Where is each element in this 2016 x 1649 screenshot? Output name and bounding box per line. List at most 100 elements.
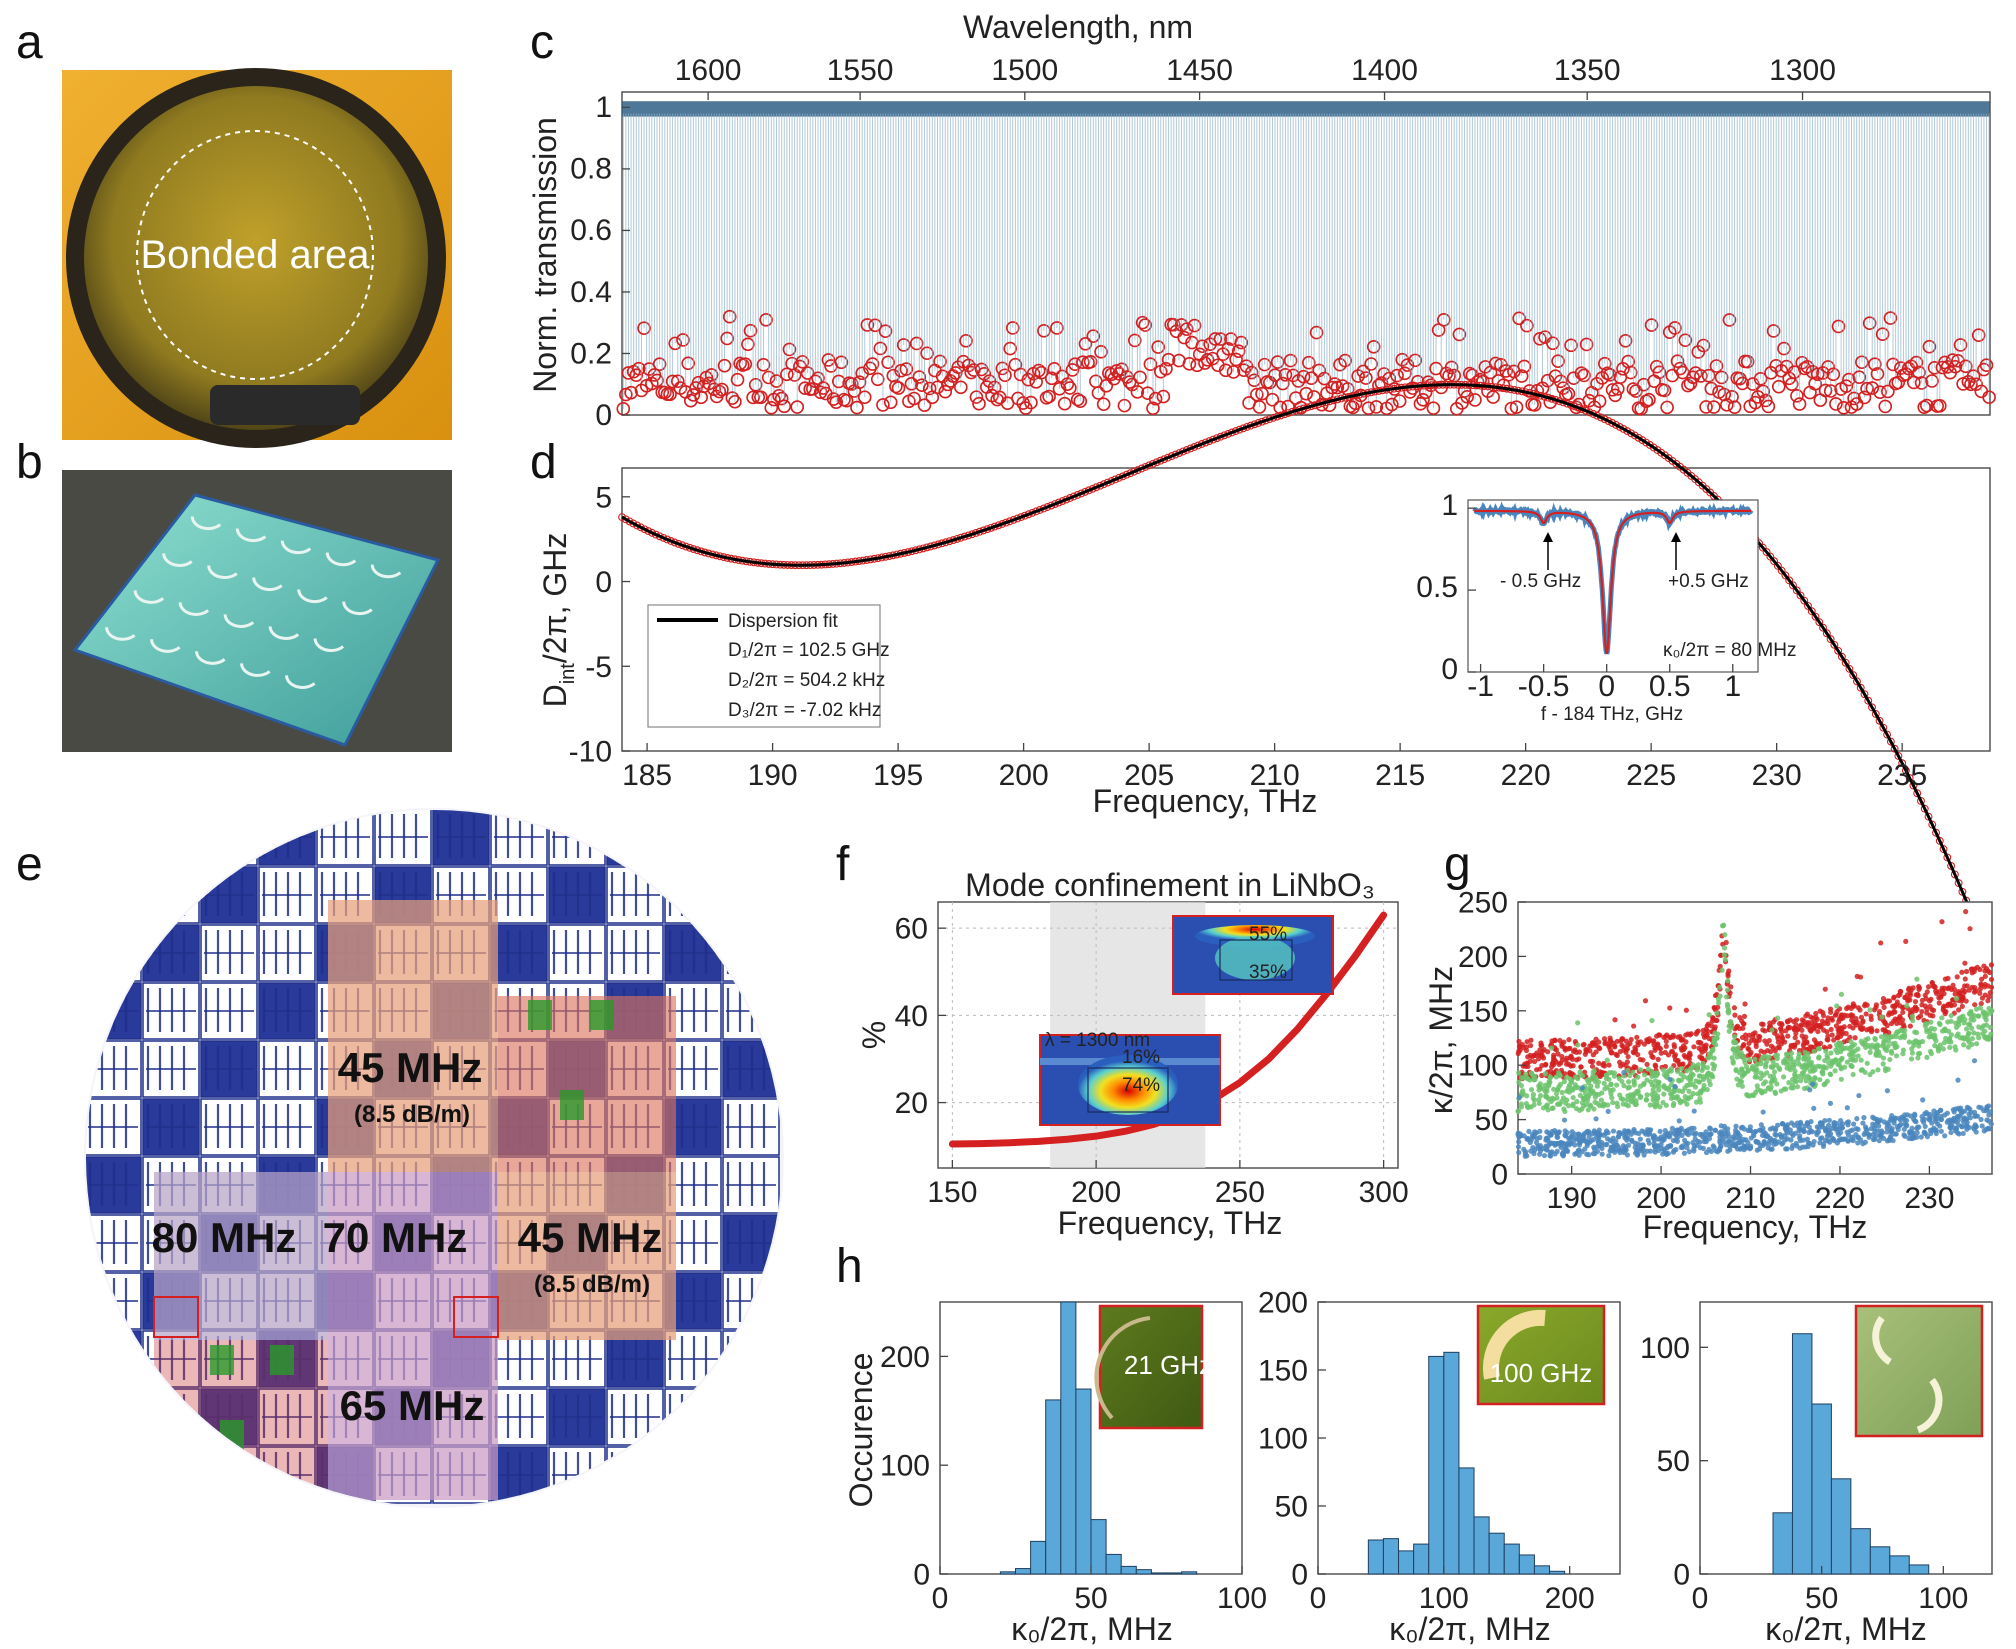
g-point [1675,1034,1681,1040]
g-point [1516,1070,1522,1076]
g-point [1801,1085,1808,1092]
g-point [1964,1124,1970,1130]
d-inset-ytick-label: 0.5 [1416,571,1458,604]
c-dip-marker [876,398,890,412]
g-point [1623,1049,1629,1055]
g-point [1880,1055,1887,1061]
c-dip-marker [1179,322,1194,336]
c-dip-marker [1707,400,1721,414]
g-point [1686,1052,1692,1058]
g-point [1931,1026,1938,1032]
d-point [633,521,642,530]
c-dip-marker [1161,352,1176,367]
c-dip-marker [1218,363,1233,378]
d-point [1789,581,1797,590]
g-point [1555,1051,1561,1057]
h2-ytick-label: 0 [1291,1559,1308,1592]
c-dip-marker [1304,371,1319,386]
c-dip-marker [1083,354,1098,369]
c-dip-marker [1024,395,1038,410]
c-dip-marker [1855,355,1869,370]
g-point [1986,1112,1992,1118]
d-point [1894,751,1903,760]
c-dip-marker [1226,365,1241,379]
g-point [1985,983,1991,989]
g-point [1516,1139,1522,1145]
g-point [1629,1137,1635,1143]
f-xtick-label: 150 [927,1176,977,1209]
g-point [1570,1063,1576,1069]
c-dip-marker [1003,341,1017,356]
chip-ring [285,675,316,689]
g-point [1861,1115,1867,1121]
c-dip-marker [800,366,815,380]
h2-xlabel: κ₀/2π, MHz [1389,1611,1551,1647]
g-point [1792,1035,1798,1041]
g-point [1804,1073,1811,1079]
panel-letter-e: e [16,838,43,891]
g-point [1673,1095,1679,1101]
c-dip-marker [1076,355,1090,369]
g-point [1531,1058,1538,1065]
g-point [1780,1074,1787,1080]
c-dip-marker [1400,358,1415,372]
g-point [1924,1010,1930,1016]
c-dip-marker [1086,329,1101,343]
c-dip-marker [1766,324,1781,338]
g-point [1973,1113,1979,1119]
h3-bar [1908,1564,1930,1575]
h3-bar [1869,1546,1891,1575]
c-dip-marker [756,358,771,372]
g-point [1577,1107,1583,1113]
g-point [1845,1138,1851,1144]
h2-bar [1367,1539,1384,1575]
d-point [1879,723,1888,732]
g-point [1958,1105,1964,1111]
g-point [1515,1108,1522,1114]
g-point [1742,1059,1748,1065]
g-point [1535,1145,1541,1151]
g-point [1667,1035,1673,1041]
c-dip-marker [1857,390,1872,405]
g-point [1934,1110,1940,1116]
g-point [1849,1127,1856,1133]
g-point [1875,1067,1881,1073]
g-point [1717,984,1723,990]
c-dip-marker [1031,363,1046,378]
c-dip-marker [1213,332,1228,346]
g-xtick-label: 230 [1904,1182,1954,1215]
g-point [1906,1135,1912,1141]
g-point [1758,1057,1764,1063]
g-point [1797,1078,1804,1084]
g-point [1895,993,1902,999]
g-point [1621,1083,1627,1089]
g-point [1557,1037,1563,1044]
g-point [1528,1037,1534,1043]
g-point [1610,1099,1616,1106]
g-point [1567,1136,1573,1142]
g-point [1821,1027,1827,1033]
c-dip-marker [1366,339,1381,354]
h2-bar [1458,1467,1475,1575]
g-point [1721,1139,1727,1145]
g-point [1711,1040,1717,1046]
c-dip-marker [629,368,644,382]
c-dip-marker [637,321,651,336]
g-point [1928,996,1934,1002]
h2-xtick-label: 200 [1545,1582,1595,1615]
g-point [1616,1130,1622,1136]
h2-ytick-label: 200 [1258,1287,1308,1320]
g-point [1775,1039,1781,1045]
g-point [1936,1000,1942,1006]
g-ytick-label: 0 [1491,1159,1508,1192]
g-point [1769,1064,1775,1070]
g-point [1542,1071,1548,1077]
d-point [1830,640,1839,649]
photo-chip [62,470,452,752]
d-point [1781,571,1790,580]
c-dip-marker [1546,336,1560,351]
c-dip-marker [1953,338,1968,352]
g-point [1651,1038,1657,1044]
d-point [1875,716,1884,725]
g-point [1946,1028,1952,1034]
